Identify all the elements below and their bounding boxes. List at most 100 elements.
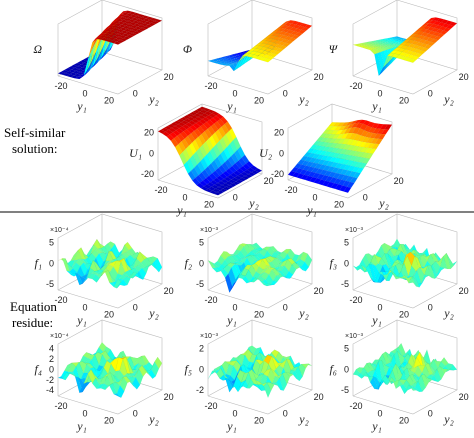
surface-patch bbox=[294, 32, 303, 37]
surface-patch bbox=[430, 374, 439, 383]
surface-patch bbox=[241, 175, 250, 180]
x-axis-label: y₁ bbox=[76, 419, 87, 433]
surface-patch bbox=[282, 42, 291, 47]
x-tick-label: 0 bbox=[377, 88, 382, 98]
z-tick-label: 20 bbox=[274, 128, 284, 138]
x-tick-label: 0 bbox=[232, 408, 237, 418]
x-tick-label: 20 bbox=[254, 416, 264, 426]
y-tick-label: 20 bbox=[264, 176, 274, 186]
x-tick-label: -20 bbox=[54, 295, 67, 305]
y-tick-label: 0 bbox=[428, 89, 433, 99]
axis-box bbox=[57, 0, 163, 76]
x-tick-label: -20 bbox=[349, 401, 362, 411]
x-axis-label: y₁ bbox=[371, 419, 382, 433]
surface-patch bbox=[288, 37, 297, 42]
surface-patch bbox=[411, 55, 420, 61]
side-label: Self-similar bbox=[4, 125, 66, 140]
surface-patch bbox=[424, 265, 433, 279]
surface-patch bbox=[135, 368, 144, 386]
x-tick-label: 0 bbox=[82, 408, 87, 418]
surface-patch bbox=[135, 29, 144, 33]
surface-patch bbox=[433, 35, 442, 41]
z-tick-label: 2 bbox=[199, 344, 204, 354]
exponent-label: ×10⁻³ bbox=[345, 227, 364, 234]
y-tick-label: 20 bbox=[459, 72, 469, 82]
surface-patch bbox=[263, 382, 272, 399]
y-axis-label: y₂ bbox=[148, 306, 159, 320]
z-axis-label: f₅ bbox=[184, 362, 192, 376]
y-tick-label: 0 bbox=[233, 193, 238, 203]
surface-patch bbox=[113, 393, 122, 398]
x-tick-label: 0 bbox=[377, 408, 382, 418]
x-tick-label: 20 bbox=[254, 96, 264, 106]
y-tick-label: 20 bbox=[314, 392, 324, 402]
y-tick-label: 20 bbox=[164, 286, 174, 296]
z-axis-label: f₆ bbox=[329, 362, 337, 376]
y-tick-label: 0 bbox=[133, 89, 138, 99]
surface-patch bbox=[272, 50, 281, 55]
y-axis-label: y₂ bbox=[298, 306, 309, 320]
surface-patch bbox=[125, 34, 135, 38]
surface-patch bbox=[304, 253, 313, 268]
z-tick-label: -2 bbox=[196, 385, 204, 395]
x-tick-label: 20 bbox=[104, 96, 114, 106]
x-tick-label: 0 bbox=[312, 192, 317, 202]
axis-box bbox=[207, 0, 313, 76]
surface-patch bbox=[411, 386, 420, 393]
z-tick-label: -5 bbox=[341, 385, 349, 395]
x-tick-label: 0 bbox=[232, 88, 237, 98]
surface-patch bbox=[238, 177, 247, 182]
y-tick-label: 20 bbox=[459, 286, 469, 296]
surface-patch bbox=[430, 265, 439, 280]
surface-patch bbox=[219, 188, 228, 192]
surface-patch bbox=[244, 173, 253, 178]
surface-patch bbox=[291, 370, 300, 382]
y-axis-label: y₂ bbox=[148, 92, 159, 106]
surface-patch bbox=[439, 30, 448, 35]
surface-patch bbox=[374, 138, 383, 145]
y-tick-label: 0 bbox=[283, 303, 288, 313]
surface-patch bbox=[151, 361, 160, 377]
x-tick-label: 0 bbox=[182, 192, 187, 202]
surface-patch bbox=[365, 153, 374, 159]
x-tick-label: -20 bbox=[204, 295, 217, 305]
surface-patch bbox=[414, 278, 423, 288]
y-tick-label: 20 bbox=[394, 176, 404, 186]
surface-patch bbox=[282, 371, 291, 385]
x-tick-label: 20 bbox=[204, 200, 214, 210]
exponent-label: ×10⁻³ bbox=[200, 227, 219, 234]
surface-patch bbox=[436, 366, 445, 380]
z-axis-label: Ω bbox=[33, 42, 42, 56]
surface-patch bbox=[408, 384, 417, 391]
x-tick-label: 0 bbox=[377, 302, 382, 312]
z-tick-label: -2 bbox=[46, 375, 54, 385]
y-axis-label: y₂ bbox=[298, 412, 309, 426]
surface-patch bbox=[288, 372, 297, 379]
x-tick-label: -20 bbox=[54, 81, 67, 91]
surface-patch bbox=[414, 380, 423, 393]
y-axis-label: y₂ bbox=[298, 92, 309, 106]
z-tick-label: 5 bbox=[344, 344, 349, 354]
z-tick-label: 0 bbox=[199, 364, 204, 374]
surface-patch bbox=[417, 374, 426, 392]
x-tick-label: 20 bbox=[104, 416, 114, 426]
surface-patch bbox=[269, 382, 278, 386]
y-tick-label: 0 bbox=[363, 193, 368, 203]
z-tick-label: -20 bbox=[141, 169, 154, 179]
surface-patch bbox=[449, 21, 458, 27]
exponent-label: ×10⁻³ bbox=[200, 333, 219, 340]
surface-patch bbox=[285, 371, 294, 377]
z-axis-label: f₂ bbox=[184, 256, 192, 270]
surface-patch bbox=[414, 52, 423, 58]
z-tick-label: -5 bbox=[196, 279, 204, 289]
axis-box bbox=[352, 0, 458, 76]
surface-patch bbox=[291, 34, 300, 39]
surface-patch bbox=[384, 124, 393, 130]
surface-patch bbox=[439, 366, 448, 375]
x-axis-label: y₁ bbox=[226, 419, 237, 433]
x-tick-label: 20 bbox=[104, 310, 114, 320]
z-axis-label: Φ bbox=[183, 42, 192, 56]
x-tick-label: -20 bbox=[349, 295, 362, 305]
surface-patch bbox=[304, 24, 313, 29]
surface-patch bbox=[141, 26, 150, 30]
